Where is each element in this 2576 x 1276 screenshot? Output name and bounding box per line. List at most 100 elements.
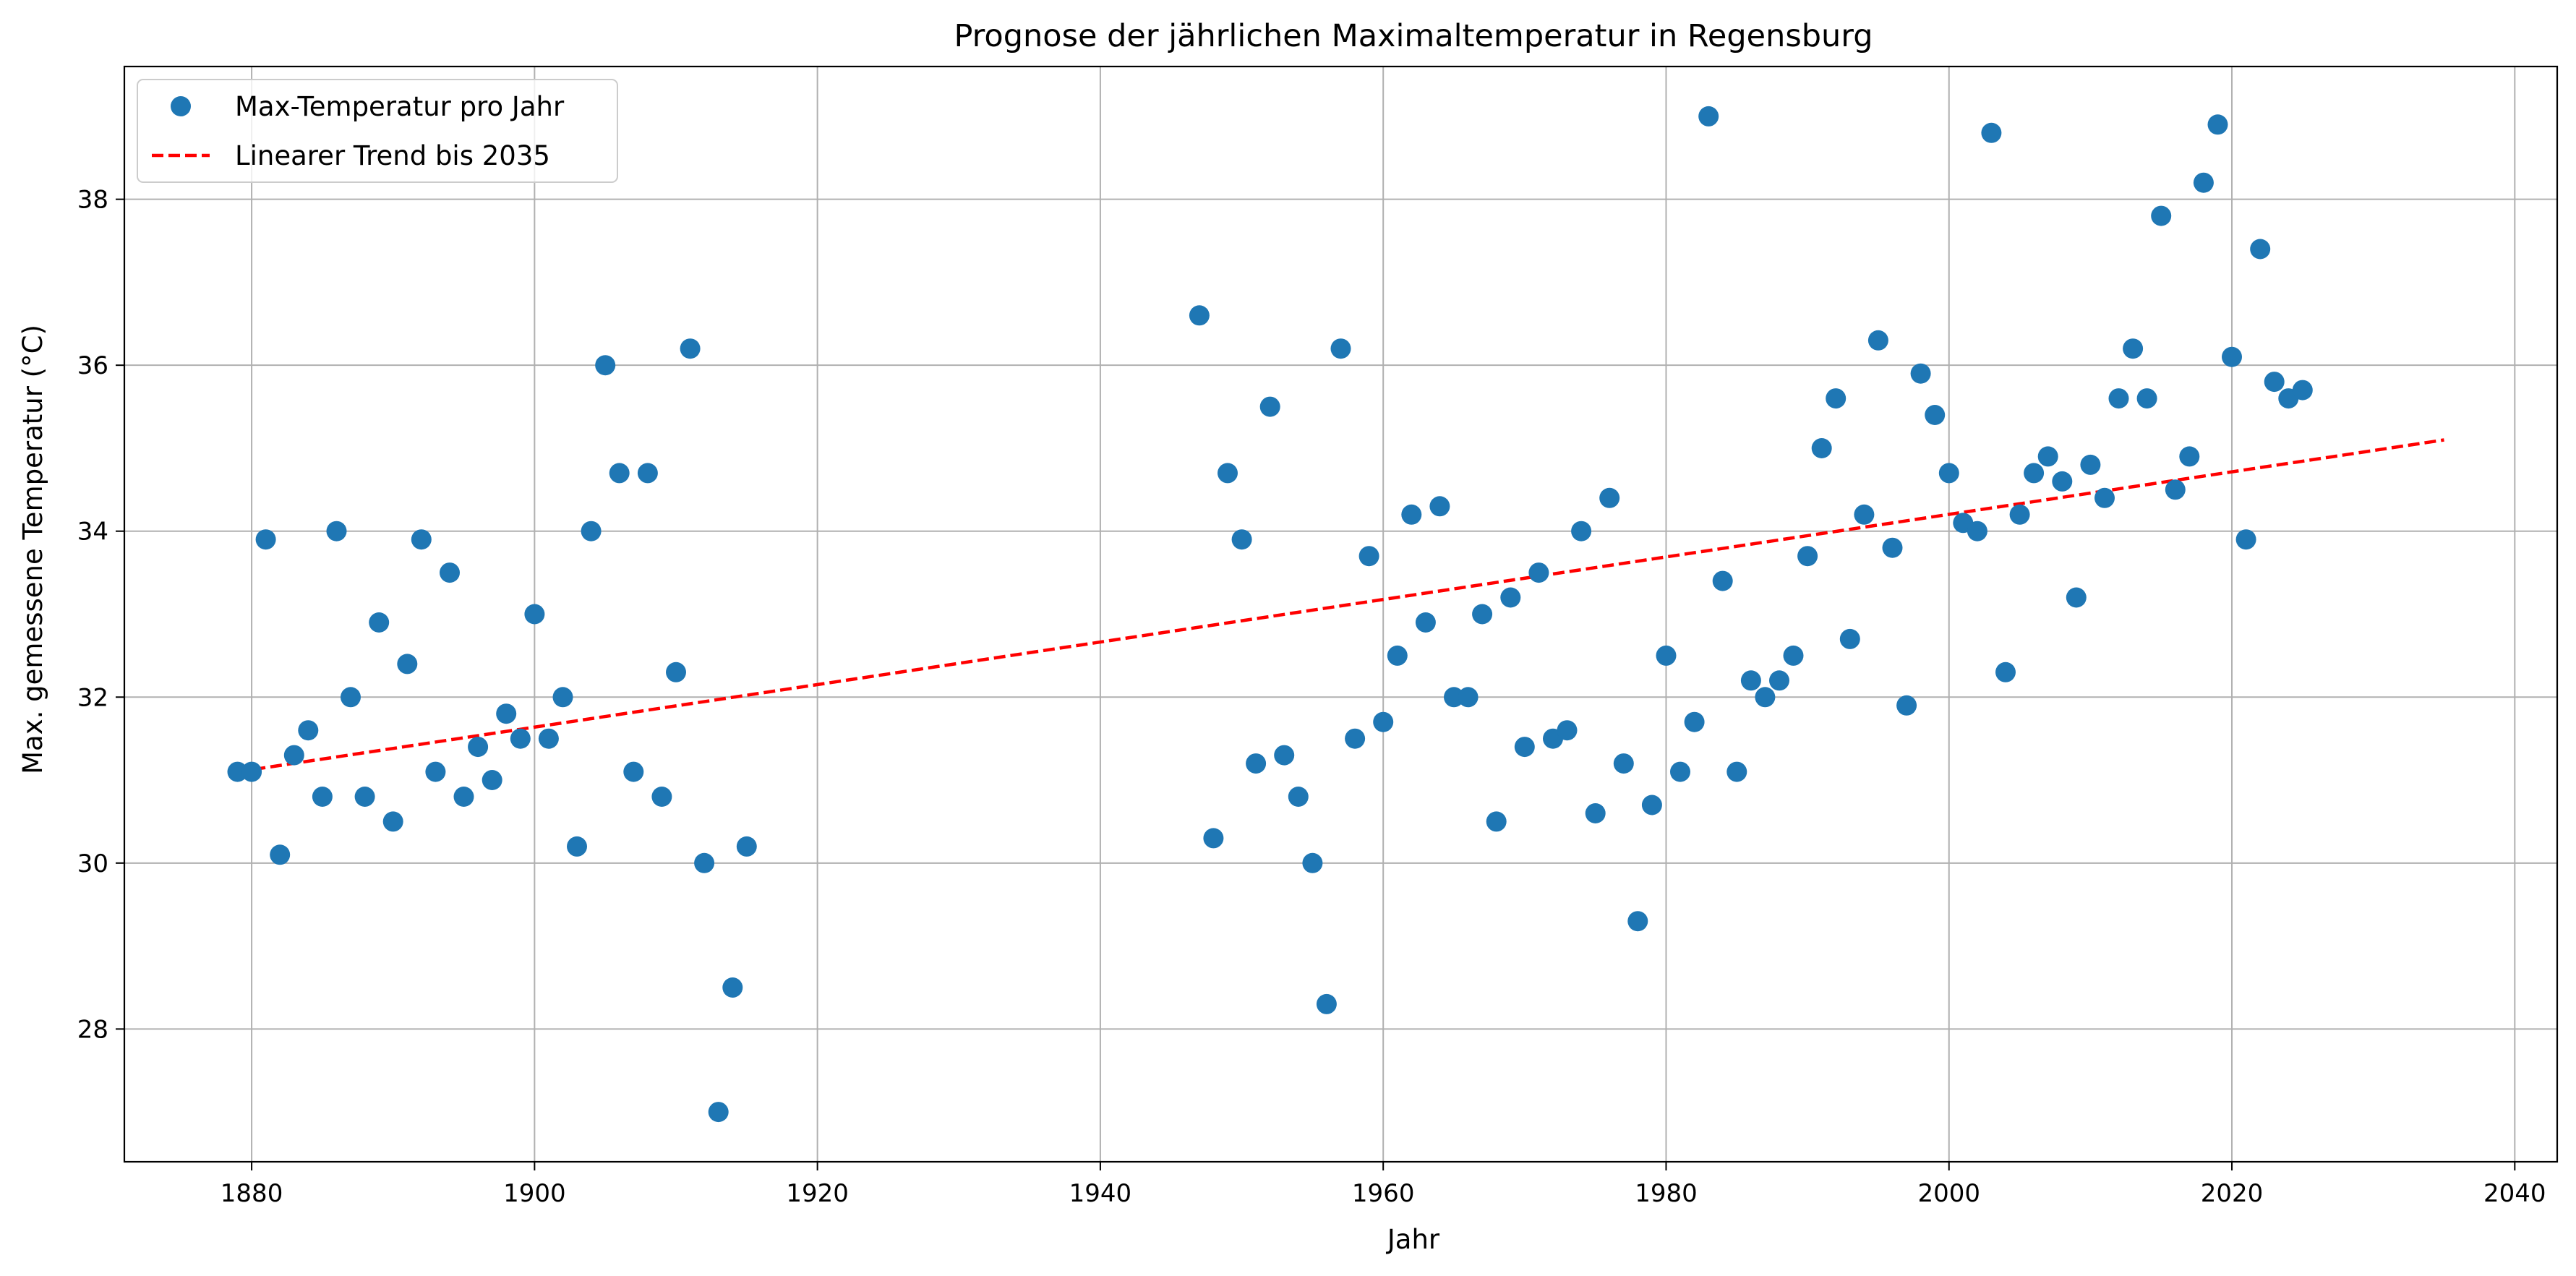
data-point — [1599, 487, 1620, 508]
data-point — [2193, 172, 2214, 193]
data-point — [1797, 546, 1818, 567]
x-tick-label: 1980 — [1635, 1179, 1698, 1208]
data-point — [2292, 380, 2313, 401]
data-point — [1925, 405, 1946, 425]
data-point — [524, 604, 545, 625]
data-point — [637, 463, 658, 484]
data-point — [1755, 687, 1776, 708]
data-point — [1698, 106, 1719, 127]
data-point — [552, 687, 573, 708]
data-point — [411, 529, 432, 550]
data-point — [326, 521, 347, 541]
data-point — [1882, 537, 1903, 558]
data-point — [2066, 587, 2087, 608]
data-point — [496, 703, 517, 724]
data-point — [1514, 737, 1535, 758]
data-point — [1811, 438, 1832, 458]
data-point — [1896, 695, 1917, 716]
x-tick-label: 1960 — [1352, 1179, 1415, 1208]
data-point — [312, 787, 333, 807]
data-point — [2264, 372, 2285, 393]
data-point — [736, 836, 757, 857]
data-point — [1231, 529, 1252, 550]
data-point — [1259, 396, 1280, 417]
data-point — [651, 787, 672, 807]
data-point — [1401, 504, 1422, 525]
data-point — [1472, 604, 1493, 625]
y-tick-label: 32 — [77, 683, 108, 712]
grid — [124, 67, 2557, 1162]
data-point — [1288, 787, 1309, 807]
data-point — [510, 728, 531, 749]
data-point — [241, 761, 262, 782]
plot-frame — [123, 65, 2559, 1163]
data-point — [453, 787, 474, 807]
data-point — [1345, 728, 1366, 749]
data-point — [227, 761, 248, 782]
x-tick-label: 1920 — [786, 1179, 849, 1208]
x-tick-label: 1880 — [221, 1179, 283, 1208]
data-point — [623, 761, 644, 782]
data-point — [567, 836, 587, 857]
y-tick-label: 36 — [77, 351, 108, 380]
data-point — [2222, 346, 2242, 367]
data-point — [1415, 612, 1436, 633]
data-point — [354, 787, 375, 807]
data-point — [666, 661, 686, 682]
data-point — [298, 720, 319, 741]
legend-box — [137, 79, 618, 183]
data-point — [680, 338, 701, 359]
data-point — [2009, 504, 2030, 525]
trend-line-layer — [237, 438, 2444, 774]
x-tick-label: 2020 — [2201, 1179, 2264, 1208]
y-tick-label: 34 — [77, 518, 108, 547]
x-tick-label: 2040 — [2483, 1179, 2546, 1208]
x-axis-label: Jahr — [1386, 1224, 1440, 1255]
data-point — [609, 463, 630, 484]
data-point — [1444, 687, 1464, 708]
data-point — [1500, 587, 1521, 608]
data-point — [1839, 628, 1860, 649]
data-point — [1684, 711, 1705, 732]
x-tick-label: 1940 — [1069, 1179, 1132, 1208]
y-axis-label: Max. gemessene Temperatur (°C) — [17, 325, 48, 774]
data-point — [708, 1102, 729, 1123]
data-point — [1641, 795, 1662, 815]
data-point — [1712, 570, 1733, 591]
data-points — [227, 106, 2313, 1123]
data-point — [694, 852, 715, 873]
data-point — [440, 562, 460, 583]
data-point — [1613, 753, 1634, 774]
data-point — [1783, 645, 1804, 666]
legend-marker-points — [171, 96, 191, 116]
data-point — [1726, 761, 1747, 782]
data-point — [2235, 529, 2256, 550]
data-point — [1486, 811, 1507, 832]
data-point — [2094, 487, 2115, 508]
data-point — [1218, 463, 1238, 484]
data-point — [1995, 661, 2016, 682]
legend: Max-Temperatur pro Jahr Linearer Trend b… — [137, 79, 618, 183]
data-point — [270, 844, 291, 865]
data-point — [1571, 521, 1592, 541]
data-point — [722, 977, 743, 998]
y-tick-label: 30 — [77, 849, 108, 878]
data-point — [255, 529, 276, 550]
data-point — [1387, 645, 1408, 666]
data-point — [1189, 305, 1210, 326]
trend-line — [237, 438, 2444, 774]
data-point — [1429, 496, 1450, 517]
data-point — [341, 687, 361, 708]
data-point — [1981, 122, 2002, 143]
data-point — [2080, 454, 2101, 475]
data-point — [1627, 911, 1648, 932]
data-point — [1302, 852, 1323, 873]
data-point — [2108, 388, 2129, 409]
data-point — [1826, 388, 1847, 409]
data-point — [1316, 993, 1337, 1014]
data-point — [382, 811, 403, 832]
data-point — [2207, 114, 2228, 135]
data-point — [1910, 363, 1931, 384]
